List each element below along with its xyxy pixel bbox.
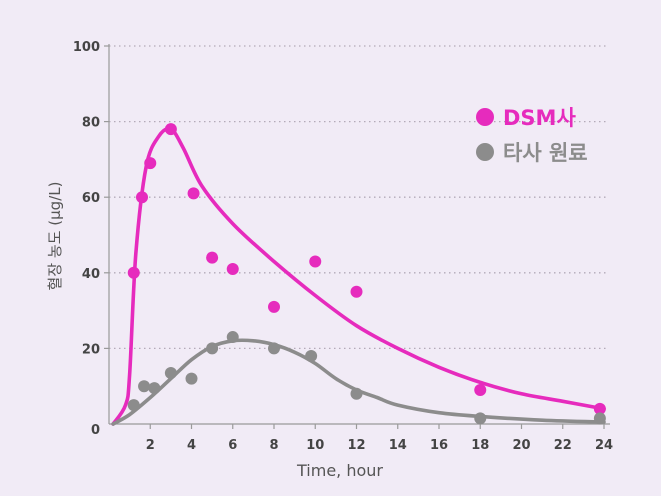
x-tick-label: 4 [187, 438, 196, 453]
x-tick-label: 16 [430, 438, 448, 453]
data-point-other [350, 387, 363, 400]
legend-marker-dsm [476, 108, 494, 126]
y-tick-labels: 0 20 40 60 80 100 [73, 40, 100, 438]
data-point-dsm [593, 402, 606, 415]
data-point-other [185, 372, 198, 385]
data-point-other [148, 382, 161, 395]
x-tick-label: 18 [471, 438, 489, 453]
data-point-other [305, 349, 318, 362]
x-tick-label: 12 [347, 438, 365, 453]
data-point-other [164, 366, 177, 379]
x-tick-label: 14 [389, 438, 407, 453]
data-point-other [206, 342, 219, 355]
data-point-dsm [144, 157, 157, 170]
data-point-dsm [136, 191, 148, 204]
y-tick-label: 40 [82, 267, 100, 282]
x-tick-label: 20 [512, 438, 530, 453]
x-axis-label: Time, hour [296, 461, 383, 480]
x-tick-label: 8 [269, 438, 278, 453]
data-point-dsm [127, 266, 140, 279]
x-tick-label: 22 [554, 438, 572, 453]
data-point-dsm [187, 187, 200, 200]
y-tick-label: 80 [82, 116, 100, 131]
legend-marker-other [476, 143, 494, 161]
y-tick-label: 100 [73, 40, 100, 55]
y-tick-label: 20 [82, 342, 100, 357]
data-point-other [268, 342, 280, 355]
legend-label-dsm: DSM사 [503, 106, 576, 130]
legend: DSM사 타사 원료 [476, 106, 588, 165]
y-tick-label: 0 [91, 423, 100, 438]
data-point-other [593, 412, 606, 425]
data-point-other [127, 399, 140, 412]
x-tick-label: 2 [146, 438, 155, 453]
axis-layer [108, 44, 610, 425]
data-point-other [138, 380, 151, 393]
x-tick-label: 24 [595, 438, 613, 453]
point-layer [127, 123, 606, 425]
legend-item-other: 타사 원료 [476, 141, 588, 165]
legend-item-dsm: DSM사 [476, 106, 576, 130]
data-point-dsm [268, 300, 280, 313]
data-point-dsm [206, 251, 219, 264]
legend-label-other: 타사 원료 [503, 141, 588, 165]
data-point-dsm [226, 263, 239, 276]
data-point-dsm [474, 383, 487, 396]
grid-layer [104, 45, 608, 429]
data-point-dsm [164, 123, 177, 136]
x-tick-label: 6 [228, 438, 237, 453]
data-point-other [226, 331, 239, 344]
y-axis-label: 혈장 농도 (µg/L) [46, 182, 64, 291]
y-tick-label: 60 [82, 191, 100, 206]
data-point-other [474, 412, 487, 425]
data-point-dsm [309, 255, 322, 268]
data-point-dsm [350, 285, 363, 298]
x-tick-labels: 2 4 6 8 10 12 14 16 18 20 22 24 [146, 438, 613, 453]
x-tick-label: 10 [306, 438, 324, 453]
